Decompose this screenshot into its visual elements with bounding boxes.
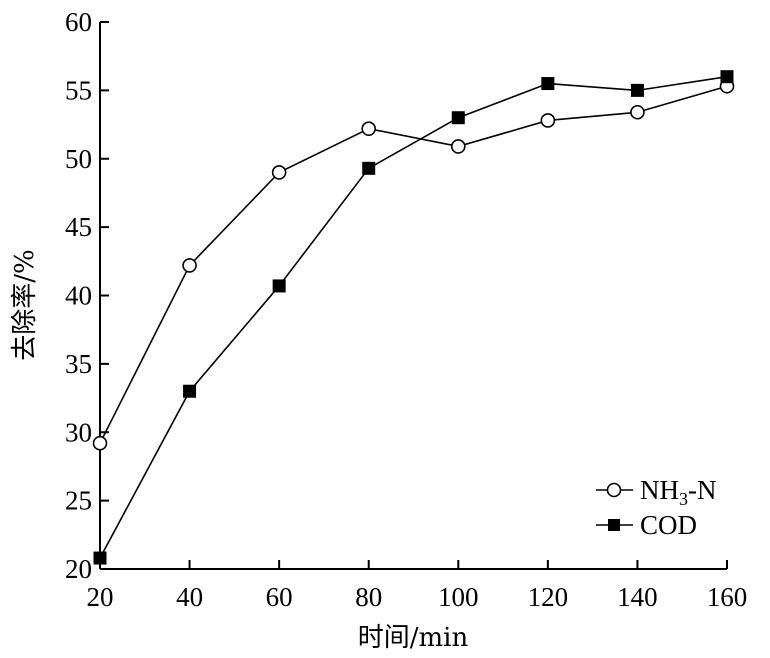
x-tick-label: 160 [707, 582, 748, 612]
legend-label-nh3n-main: NH [640, 475, 679, 505]
data-point-cod-120 [541, 77, 555, 91]
x-tick-label: 120 [528, 582, 569, 612]
data-point-cod-20 [93, 551, 107, 565]
legend-label-nh3n-rest: -N [688, 475, 717, 505]
data-point-cod-140 [630, 83, 644, 97]
data-point-nh3n-120 [540, 113, 556, 128]
x-tick-label: 20 [87, 582, 114, 612]
y-axis-title: 去除率/% [10, 249, 40, 360]
y-tick-label: 40 [65, 281, 92, 311]
legend-label-cod: COD [640, 510, 697, 540]
x-tick-label: 140 [617, 582, 658, 612]
x-tick-label: 100 [438, 582, 479, 612]
series-line-cod [99, 75, 728, 559]
legend-label-nh3n: NH3-N [640, 475, 717, 509]
x-tick-label: 80 [355, 582, 382, 612]
series-group [92, 70, 735, 565]
legend-marker-square [608, 519, 620, 531]
axes [99, 22, 727, 570]
y-tick-label: 35 [65, 349, 92, 379]
x-axis-title: 时间/min [358, 623, 469, 653]
data-point-cod-160 [720, 70, 734, 84]
legend-item-cod: COD [596, 510, 697, 540]
y-tick-label: 60 [65, 7, 92, 37]
series-line-nh3n [99, 85, 728, 444]
legend-marker-circle [606, 482, 622, 498]
data-point-nh3n-140 [630, 104, 645, 120]
y-tick-label: 25 [65, 486, 92, 516]
x-ticks: 20 40 60 80 100 120 140 160 [87, 560, 748, 612]
y-tick-label: 30 [65, 417, 92, 447]
y-tick-label: 50 [65, 144, 92, 174]
x-tick-label: 40 [176, 582, 203, 612]
data-point-nh3n-80 [361, 121, 377, 136]
data-point-cod-80 [362, 161, 376, 175]
y-ticks: 20 25 30 35 40 45 50 55 60 [65, 7, 109, 584]
data-point-cod-60 [272, 279, 286, 293]
y-tick-label: 20 [65, 554, 92, 584]
legend-item-nh3n: NH3-N [596, 475, 717, 509]
data-point-cod-40 [183, 384, 197, 398]
data-point-nh3n-100 [450, 139, 466, 154]
x-tick-label: 60 [266, 582, 293, 612]
y-tick-label: 55 [65, 75, 92, 105]
legend: NH3-N COD [596, 475, 717, 540]
legend-label-nh3n-sub: 3 [679, 489, 688, 509]
data-point-nh3n-20 [92, 435, 108, 451]
y-tick-label: 45 [65, 212, 92, 242]
data-point-cod-100 [451, 111, 465, 125]
data-point-nh3n-40 [182, 258, 197, 273]
data-point-nh3n-60 [271, 165, 287, 180]
